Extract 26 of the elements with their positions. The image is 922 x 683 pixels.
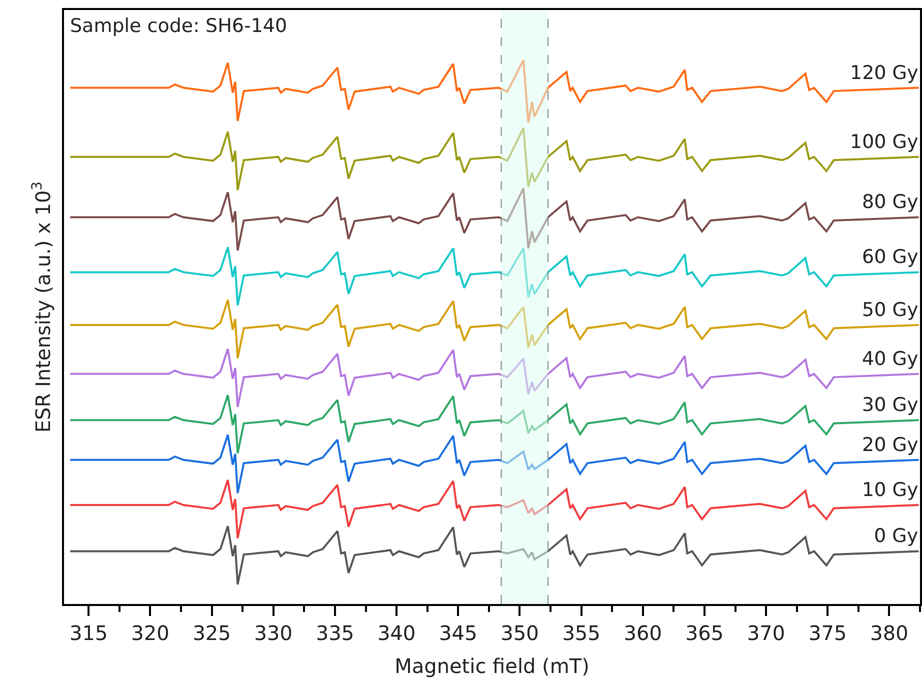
series-label: 20 Gy xyxy=(862,434,918,456)
x-tick-label: 360 xyxy=(624,621,662,645)
x-tick-label: 380 xyxy=(870,621,908,645)
series-label: 60 Gy xyxy=(862,246,918,268)
series-label: 30 Gy xyxy=(862,394,918,416)
x-tick-label: 365 xyxy=(685,621,724,645)
x-tick-label: 370 xyxy=(746,621,786,645)
series-label: 80 Gy xyxy=(862,191,918,213)
x-tick-label: 375 xyxy=(808,621,847,645)
series-label: 0 Gy xyxy=(874,525,918,547)
x-tick-label: 350 xyxy=(500,621,539,645)
text: Sample code: SH6-140 xyxy=(70,15,288,37)
x-tick-label: 340 xyxy=(377,621,416,645)
x-tick-label: 315 xyxy=(70,621,108,645)
series-label: 120 Gy xyxy=(850,62,918,84)
x-tick-label: 330 xyxy=(254,621,292,645)
series-label: 100 Gy xyxy=(850,131,918,153)
x-tick-label: 325 xyxy=(192,621,231,645)
x-tick-label: 355 xyxy=(562,621,600,645)
series-label: 40 Gy xyxy=(862,348,918,370)
x-axis-title: Magnetic field (mT) xyxy=(394,654,590,678)
series-label: 50 Gy xyxy=(862,299,918,321)
x-tick-label: 320 xyxy=(131,621,170,645)
series-label: 10 Gy xyxy=(862,479,918,501)
x-tick-label: 345 xyxy=(439,621,478,645)
x-tick-label: 335 xyxy=(316,621,354,645)
